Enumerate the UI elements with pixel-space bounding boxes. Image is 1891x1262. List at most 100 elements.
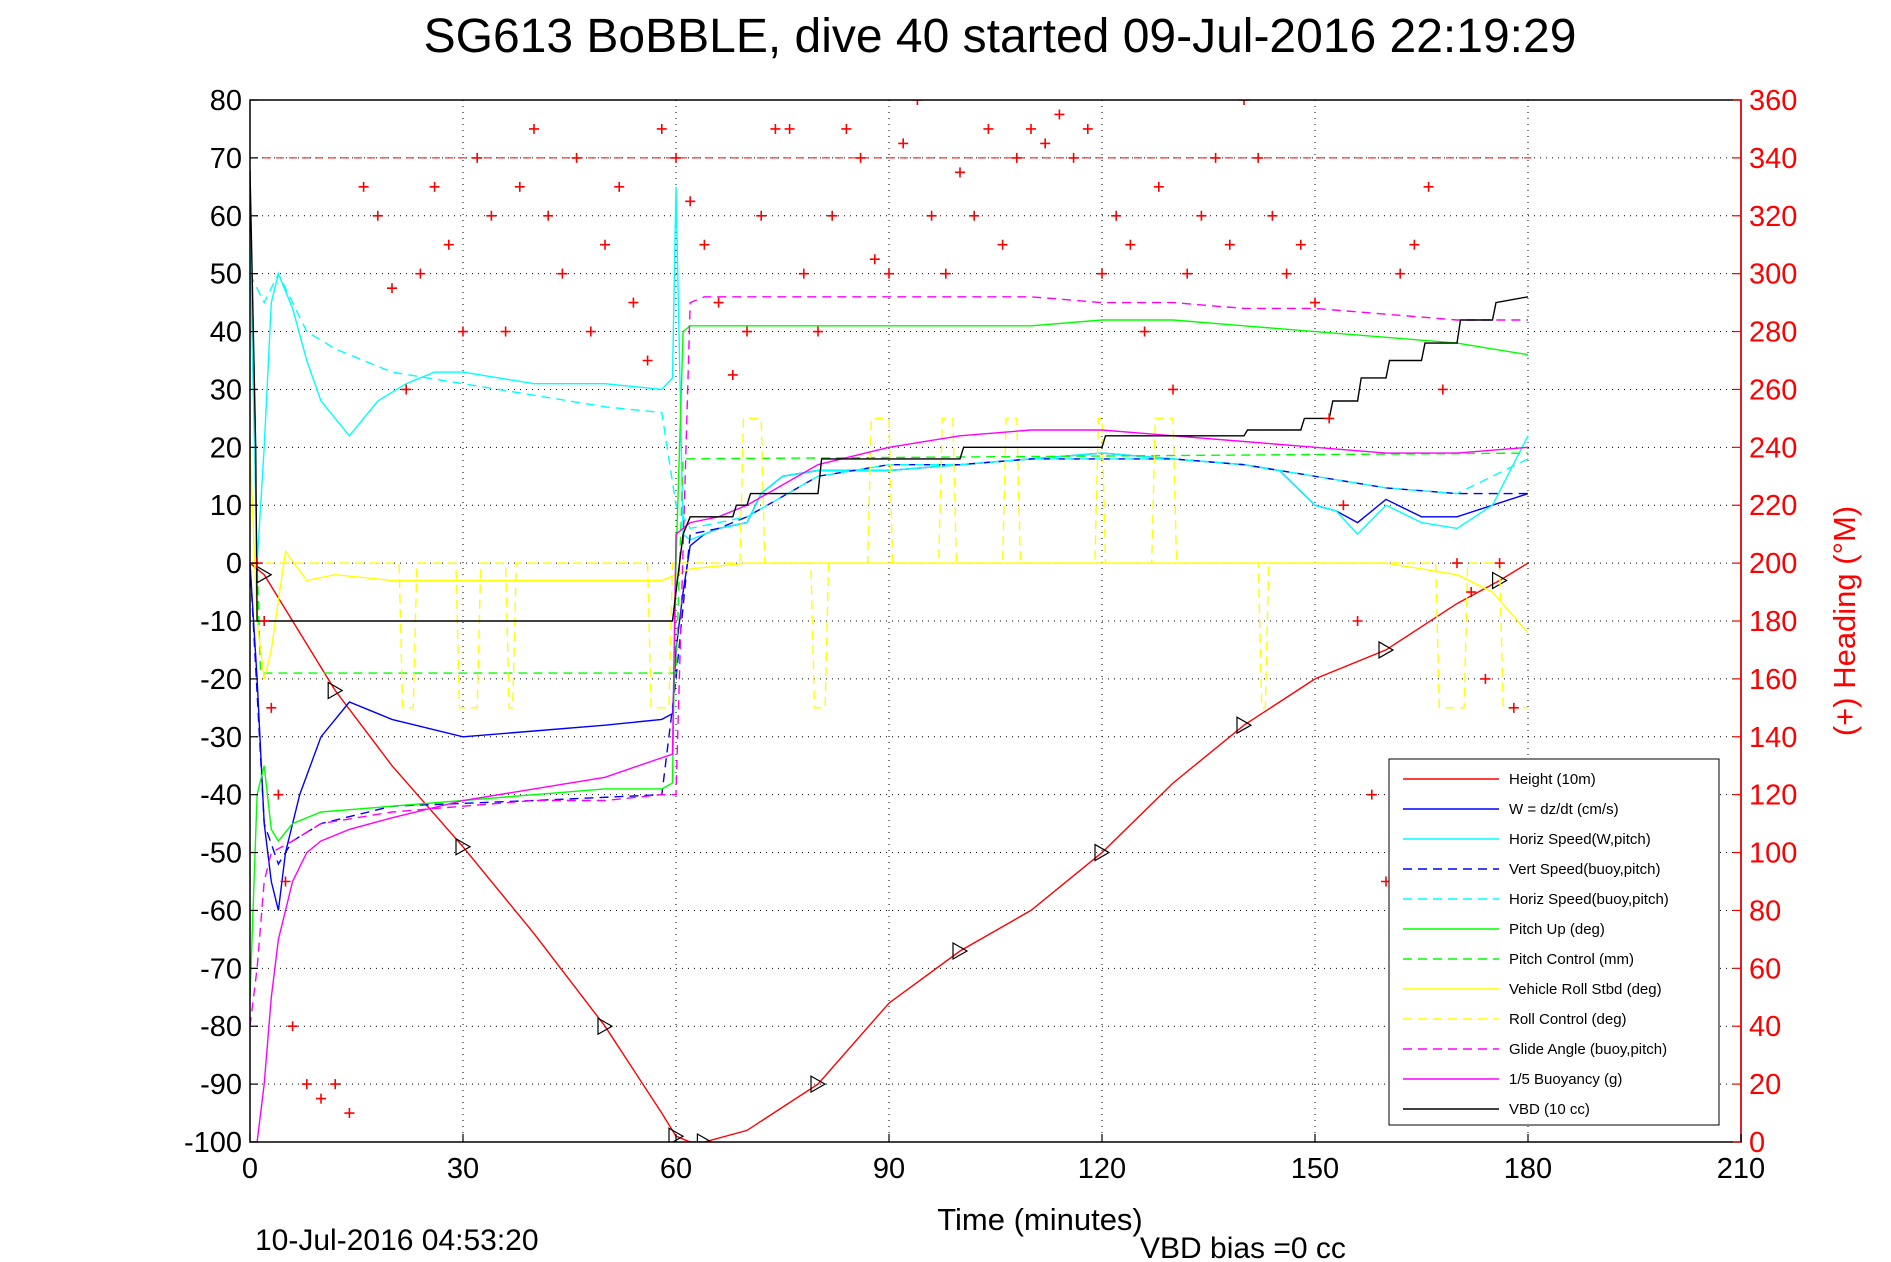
legend-entry: VBD (10 cc) bbox=[1509, 1101, 1590, 1118]
bottom-tick-label: 210 bbox=[1717, 1153, 1765, 1185]
heading-point bbox=[1054, 109, 1065, 120]
height-marker bbox=[327, 681, 344, 700]
left-tick-label: 80 bbox=[210, 85, 242, 117]
height-marker bbox=[1236, 716, 1253, 735]
heading-point bbox=[898, 138, 909, 149]
series-1-5-buoyancy-g bbox=[250, 429, 1529, 1142]
heading-point bbox=[266, 702, 277, 713]
right-tick-label: 100 bbox=[1749, 838, 1797, 870]
legend: Height (10m) W = dz/dt (cm/s) Horiz Speed(… bbox=[1388, 758, 1720, 1126]
left-tick-label: 20 bbox=[210, 432, 242, 464]
heading-point bbox=[600, 239, 610, 250]
heading-point bbox=[1125, 239, 1136, 250]
heading-point bbox=[940, 268, 951, 279]
heading-point bbox=[1494, 558, 1505, 569]
left-tick-label: 30 bbox=[210, 374, 242, 406]
heading-point bbox=[1082, 123, 1093, 134]
heading-point bbox=[628, 297, 639, 308]
bottom-tick-label: 180 bbox=[1504, 1153, 1552, 1185]
heading-point bbox=[1139, 326, 1150, 337]
heading-point bbox=[344, 1108, 355, 1119]
heading-point bbox=[1224, 239, 1235, 250]
heading-point bbox=[330, 1079, 341, 1090]
legend-entry: Roll Control (deg) bbox=[1509, 1011, 1627, 1028]
heading-point bbox=[756, 210, 767, 221]
heading-point bbox=[713, 297, 724, 308]
series-heading bbox=[250, 100, 1533, 1119]
heading-point bbox=[1338, 500, 1349, 511]
series-vbd-10-cc bbox=[250, 169, 1529, 622]
height-marker bbox=[952, 941, 969, 961]
height-marker bbox=[597, 1017, 614, 1036]
heading-point bbox=[301, 1079, 312, 1090]
heading-point bbox=[742, 326, 752, 337]
heading-point bbox=[529, 123, 539, 134]
left-tick-label: -70 bbox=[200, 953, 242, 985]
bottom-tick-label: 90 bbox=[873, 1153, 905, 1185]
heading-point bbox=[1295, 239, 1306, 250]
series-layer bbox=[250, 100, 1533, 1142]
height-marker bbox=[1094, 843, 1111, 862]
right-tick-label: 240 bbox=[1749, 432, 1797, 464]
heading-point bbox=[727, 369, 738, 380]
heading-point bbox=[543, 210, 554, 221]
right-tick-label: 140 bbox=[1749, 722, 1797, 754]
left-tick-label: 70 bbox=[210, 143, 242, 175]
heading-point bbox=[1040, 138, 1051, 149]
left-tick-label: -10 bbox=[200, 606, 242, 638]
heading-point bbox=[259, 616, 270, 626]
heading-point bbox=[316, 1093, 326, 1104]
bottom-tick-label: 0 bbox=[242, 1153, 258, 1185]
left-tick-label: 60 bbox=[210, 201, 242, 233]
left-tick-label: 10 bbox=[210, 490, 242, 522]
legend-box bbox=[1388, 758, 1720, 1126]
left-tick-label: -50 bbox=[200, 838, 242, 870]
heading-point bbox=[486, 210, 497, 221]
height-marker bbox=[696, 1132, 713, 1142]
heading-point bbox=[1239, 100, 1249, 105]
heading-point bbox=[1168, 384, 1178, 395]
left-tick-label: -80 bbox=[200, 1011, 242, 1043]
height-marker bbox=[1378, 640, 1395, 659]
left-tick-label: -100 bbox=[184, 1127, 242, 1159]
heading-point bbox=[642, 355, 653, 366]
right-tick-label: 260 bbox=[1749, 374, 1797, 406]
right-tick-label: 220 bbox=[1749, 490, 1797, 522]
left-tick-label: -60 bbox=[200, 895, 242, 927]
heading-point bbox=[1352, 616, 1363, 626]
heading-point bbox=[1508, 702, 1519, 713]
heading-point bbox=[1395, 268, 1406, 279]
right-tick-label: 320 bbox=[1749, 201, 1797, 233]
bottom-tick-label: 150 bbox=[1291, 1153, 1339, 1185]
right-tick-label: 0 bbox=[1749, 1127, 1765, 1159]
left-tick-label: 50 bbox=[210, 259, 242, 291]
heading-point bbox=[287, 1021, 298, 1032]
height-marker bbox=[810, 1075, 827, 1094]
heading-point bbox=[955, 167, 965, 178]
heading-point bbox=[273, 789, 284, 800]
heading-point bbox=[969, 210, 980, 221]
right-tick-label: 120 bbox=[1749, 780, 1797, 812]
heading-point bbox=[926, 210, 937, 221]
heading-point bbox=[1480, 673, 1491, 684]
heading-point bbox=[656, 123, 667, 134]
height-markers bbox=[256, 565, 1508, 1142]
heading-point bbox=[770, 123, 781, 134]
right-tick-label: 40 bbox=[1749, 1011, 1781, 1043]
right-axis-label: (+) Heading (°M) bbox=[1827, 506, 1862, 736]
heading-point bbox=[1310, 297, 1320, 308]
heading-point bbox=[1324, 413, 1335, 424]
right-tick-label: 160 bbox=[1749, 664, 1797, 696]
right-tick-label: 340 bbox=[1749, 143, 1797, 175]
heading-point bbox=[514, 181, 525, 192]
heading-point bbox=[1196, 210, 1207, 221]
chart-title: SG613 BoBBLE, dive 40 started 09-Jul-201… bbox=[424, 10, 1577, 63]
heading-point bbox=[1423, 181, 1434, 192]
right-tick-label: 80 bbox=[1749, 895, 1781, 927]
series-glide-angle-buoy-pitch bbox=[250, 296, 1528, 1027]
legend-entry: Glide Angle (buoy,pitch) bbox=[1509, 1041, 1667, 1058]
heading-point bbox=[415, 268, 426, 279]
legend-entry: Vert Speed(buoy,pitch) bbox=[1509, 861, 1660, 878]
heading-point bbox=[1466, 587, 1477, 598]
